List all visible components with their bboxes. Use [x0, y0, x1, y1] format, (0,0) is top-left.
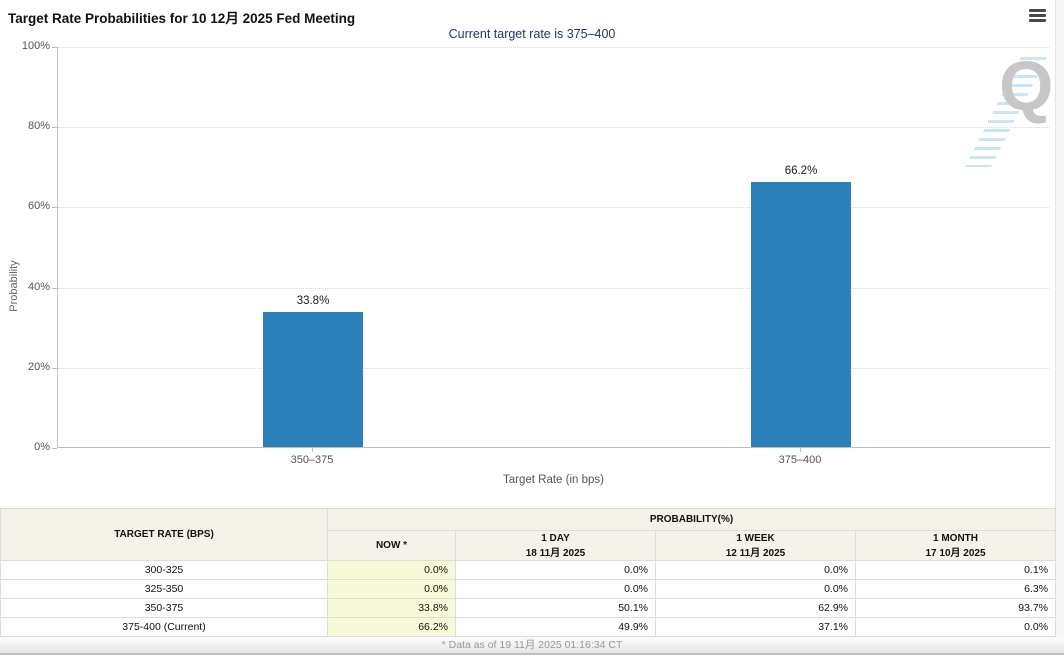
plot-area: 33.8% 66.2%: [57, 47, 1050, 448]
x-axis-label: Target Rate (in bps): [503, 474, 604, 486]
month-cell: 93.7%: [854, 598, 1057, 618]
table-row: 350-375 33.8% 50.1% 62.9% 93.7%: [0, 598, 1057, 618]
hamburger-bar: [1029, 19, 1046, 22]
table-row: 300-325 0.0% 0.0% 0.0% 0.1%: [0, 560, 1057, 580]
bar-350-375[interactable]: [263, 311, 363, 447]
week-cell: 37.1%: [655, 617, 856, 637]
col-label: NOW *: [375, 540, 408, 551]
day-cell: 0.0%: [455, 579, 656, 599]
probability-table: TARGET RATE (BPS) PROBABILITY(%) NOW * 1…: [0, 508, 1057, 637]
month-cell: 6.3%: [854, 579, 1057, 599]
x-tickmark: [800, 448, 801, 452]
bar-375-400[interactable]: [751, 181, 851, 447]
day-cell: 0.0%: [455, 560, 656, 580]
y-tick-label: 40%: [27, 280, 50, 293]
hamburger-menu-icon[interactable]: [1029, 9, 1046, 22]
y-tick-label: 80%: [27, 120, 50, 133]
x-tick-label: 375–400: [778, 454, 822, 466]
week-cell: 62.9%: [655, 598, 856, 618]
table-row: 375-400 (Current) 66.2% 49.9% 37.1% 0.0%: [0, 617, 1057, 637]
right-edge-strip: [1055, 0, 1064, 637]
x-tickmark: [312, 448, 313, 452]
col-header-1week: 1 WEEK 12 11月 2025: [655, 530, 856, 561]
week-cell: 0.0%: [655, 579, 856, 599]
probability-bar-chart: Probability 33.8% 66.2% 0% 20% 40% 60% 80% 10…: [0, 40, 1055, 500]
col-header-1day: 1 DAY 18 11月 2025: [455, 530, 656, 561]
col-header-1month: 1 MONTH 17 10月 2025: [854, 530, 1057, 561]
gridline: [58, 47, 1050, 48]
month-cell: 0.1%: [854, 560, 1057, 580]
gridline: [58, 287, 1050, 289]
col-date: 17 10月 2025: [925, 547, 986, 559]
now-cell: 33.8%: [327, 598, 456, 618]
col-group-header-probability: PROBABILITY(%): [326, 508, 1057, 531]
x-tick-label: 350–375: [290, 454, 334, 466]
y-tick-label: 0%: [34, 441, 50, 453]
y-tickmark: [52, 127, 57, 129]
rate-cell: 375-400 (Current): [0, 617, 328, 637]
y-tickmark: [52, 448, 57, 449]
gridline: [58, 127, 1050, 129]
col-date: 12 11月 2025: [725, 547, 786, 559]
data-as-of-note: * Data as of 19 11月 2025 01:16:34 CT: [0, 637, 1064, 655]
now-cell: 0.0%: [327, 579, 456, 599]
bar-value-label: 66.2%: [784, 164, 818, 177]
now-cell: 0.0%: [327, 560, 456, 580]
month-cell: 0.0%: [854, 617, 1057, 637]
hamburger-bar: [1029, 9, 1046, 12]
y-tickmark: [52, 287, 57, 289]
gridline: [58, 367, 1050, 369]
col-label: 1 MONTH: [933, 532, 979, 544]
hamburger-bar: [1029, 14, 1046, 17]
bar-slot-375-400: 66.2%: [751, 47, 851, 447]
week-cell: 0.0%: [655, 560, 856, 580]
bar-value-label: 33.8%: [296, 294, 330, 307]
day-cell: 49.9%: [455, 617, 656, 637]
rate-cell: 325-350: [0, 579, 328, 599]
current-rate-subtitle: Current target rate is 375–400: [448, 27, 616, 41]
rate-cell: 300-325: [0, 560, 328, 580]
col-header-target-rate: TARGET RATE (BPS): [0, 508, 328, 561]
y-tick-label: 20%: [27, 360, 50, 373]
y-tickmark: [52, 207, 57, 209]
col-header-now: NOW *: [327, 530, 456, 561]
bar-slot-350-375: 33.8%: [263, 47, 363, 447]
y-tick-label: 100%: [21, 40, 50, 52]
col-date: 18 11月 2025: [525, 547, 586, 559]
page-title: Target Rate Probabilities for 10 12月 202…: [8, 11, 356, 26]
table-row: 325-350 0.0% 0.0% 0.0% 6.3%: [0, 579, 1057, 599]
y-tick-label: 60%: [27, 200, 50, 213]
rate-cell: 350-375: [0, 598, 328, 618]
now-cell: 66.2%: [327, 617, 456, 637]
y-tickmark: [52, 47, 57, 48]
y-tickmark: [52, 367, 57, 369]
col-label: 1 DAY: [541, 532, 570, 544]
gridline: [58, 207, 1050, 209]
day-cell: 50.1%: [455, 598, 656, 618]
col-label: 1 WEEK: [736, 532, 775, 544]
